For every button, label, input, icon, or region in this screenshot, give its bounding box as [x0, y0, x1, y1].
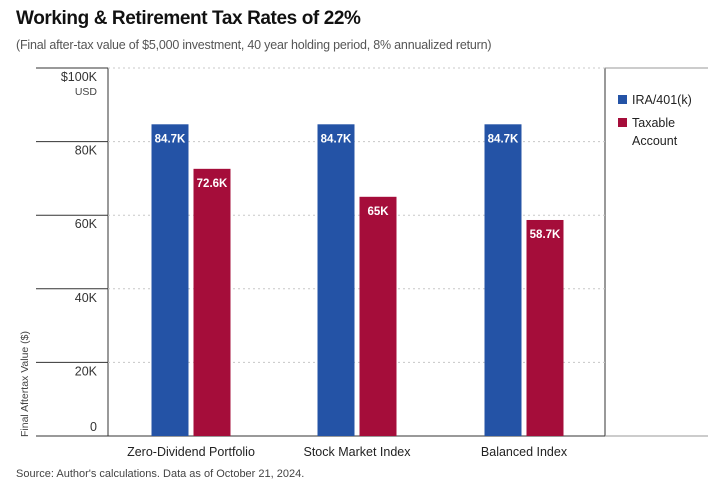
bar-ira: [484, 124, 522, 436]
y-axis-label: Final Aftertax Value ($): [19, 331, 31, 437]
bar-taxable: [526, 219, 564, 436]
bar-taxable: [359, 196, 397, 436]
y-tick-label: 0: [90, 420, 97, 434]
legend-swatch-taxable: [618, 118, 627, 127]
legend-label-taxable: Account: [632, 134, 678, 148]
legend-label-ira: IRA/401(k): [632, 93, 692, 107]
chart-title: Working & Retirement Tax Rates of 22%: [16, 8, 361, 29]
data-label: 84.7K: [155, 133, 186, 145]
chart-subtitle: (Final after-tax value of $5,000 investm…: [16, 38, 492, 52]
legend-swatch-ira: [618, 95, 627, 104]
data-label: 84.7K: [321, 133, 352, 145]
y-tick-label: $100K: [61, 70, 98, 84]
legend-label-taxable: Taxable: [632, 116, 675, 130]
y-tick-label: 80K: [75, 144, 98, 158]
y-tick-label: 20K: [75, 364, 98, 378]
y-tick-label: 40K: [75, 291, 98, 305]
data-label: 58.7K: [530, 229, 561, 241]
data-label: 72.6K: [197, 178, 228, 190]
data-label: 65K: [367, 206, 389, 218]
bar-ira: [317, 124, 355, 436]
x-category-label: Stock Market Index: [304, 445, 412, 459]
source-note: Source: Author's calculations. Data as o…: [16, 468, 305, 480]
x-category-label: Zero-Dividend Portfolio: [127, 445, 255, 459]
x-category-label: Balanced Index: [481, 445, 568, 459]
data-label: 84.7K: [488, 133, 519, 145]
bar-taxable: [193, 168, 231, 436]
y-axis-unit: USD: [75, 86, 98, 98]
bar-ira: [151, 124, 189, 436]
y-tick-label: 60K: [75, 217, 98, 231]
